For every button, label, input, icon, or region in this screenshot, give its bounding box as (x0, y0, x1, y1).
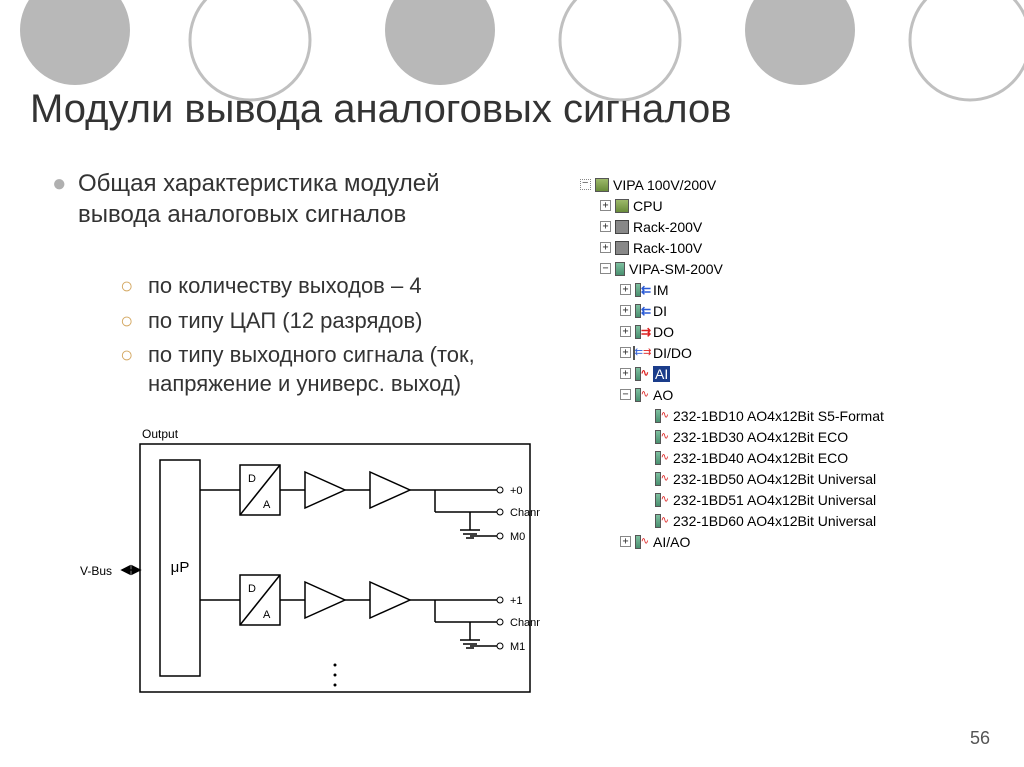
tree-item-label: Rack-200V (633, 219, 702, 235)
tree-item[interactable]: + ⇇ DI (580, 300, 1000, 321)
tree-item[interactable]: + CPU (580, 195, 1000, 216)
tree-item-label: 232-1BD60 AO4x12Bit Universal (673, 513, 876, 529)
svg-text:+0: +0 (510, 485, 523, 497)
tree-item-label: VIPA 100V/200V (613, 177, 716, 193)
tree-item-label: DO (653, 324, 674, 340)
chip-icon (595, 178, 609, 192)
svg-text:V-Bus: V-Bus (80, 564, 112, 578)
expand-icon[interactable]: + (620, 368, 631, 379)
tree-item-label: 232-1BD51 AO4x12Bit Universal (673, 492, 876, 508)
tree-item[interactable]: + Rack-200V (580, 216, 1000, 237)
tree-item[interactable]: + ⇉ DO (580, 321, 1000, 342)
module-icon (615, 262, 625, 276)
collapse-icon[interactable]: − (600, 263, 611, 274)
chip-icon (615, 199, 629, 213)
svg-text:Channel 1: Channel 1 (510, 617, 540, 629)
ao-icon: ∿ (655, 409, 669, 423)
tree-item[interactable]: ∿ 232-1BD50 AO4x12Bit Universal (580, 468, 1000, 489)
tree-item-label: Rack-100V (633, 240, 702, 256)
tree-item[interactable]: + Rack-100V (580, 237, 1000, 258)
collapse-icon[interactable] (580, 179, 591, 190)
tree-item-label: CPU (633, 198, 663, 214)
ao-icon: ∿ (655, 451, 669, 465)
svg-text:A: A (263, 609, 271, 621)
tree-item[interactable]: ∿ 232-1BD40 AO4x12Bit ECO (580, 447, 1000, 468)
tree-item[interactable]: VIPA 100V/200V (580, 174, 1000, 195)
do-icon: ⇉ (635, 325, 649, 339)
expand-icon[interactable]: + (620, 305, 631, 316)
tree-item-label: AI/AO (653, 534, 690, 550)
svg-text:A: A (263, 499, 271, 511)
tree-item-label: 232-1BD10 AO4x12Bit S5-Format (673, 408, 884, 424)
collapse-icon[interactable]: − (620, 389, 631, 400)
page-number: 56 (970, 728, 990, 749)
tree-item[interactable]: + ⇇ IM (580, 279, 1000, 300)
tree-item-label: DI/DO (653, 345, 692, 361)
svg-text:μP: μP (171, 559, 190, 576)
rack-icon (615, 220, 629, 234)
tree-item-label: 232-1BD30 AO4x12Bit ECO (673, 429, 848, 445)
expand-icon[interactable]: + (620, 326, 631, 337)
expand-icon[interactable]: + (620, 536, 631, 547)
ao-icon: ∿ (635, 388, 649, 402)
dido-icon: ⇇⇉ (635, 346, 649, 360)
tree-item[interactable]: ∿ 232-1BD10 AO4x12Bit S5-Format (580, 405, 1000, 426)
ao-icon: ∿ (635, 535, 649, 549)
tree-item-label: 232-1BD50 AO4x12Bit Universal (673, 471, 876, 487)
tree-item[interactable]: + ∿ AI (580, 363, 1000, 384)
svg-text:+1: +1 (510, 595, 523, 607)
tree-item[interactable]: ∿ 232-1BD60 AO4x12Bit Universal (580, 510, 1000, 531)
tree-item[interactable]: ∿ 232-1BD30 AO4x12Bit ECO (580, 426, 1000, 447)
tree-item-label: 232-1BD40 AO4x12Bit ECO (673, 450, 848, 466)
ao-icon: ∿ (655, 472, 669, 486)
ao-icon: ∿ (655, 514, 669, 528)
tree-item[interactable]: −∿ AO (580, 384, 1000, 405)
sub-bullet-list: по количеству выходов – 4 по типу ЦАП (1… (120, 272, 500, 404)
tree-item-label: AI (653, 366, 670, 382)
sub-item: по типу ЦАП (12 разрядов) (120, 307, 500, 336)
rack-icon (615, 241, 629, 255)
tree-item-label: AO (653, 387, 673, 403)
svg-text:M1: M1 (510, 641, 525, 653)
tree-item[interactable]: + ∿ AI/AO (580, 531, 1000, 552)
expand-icon[interactable]: + (620, 284, 631, 295)
ao-icon: ∿ (655, 430, 669, 444)
sub-item: по типу выходного сигнала (ток, напряжен… (120, 341, 500, 398)
di-icon: ⇇ (635, 304, 649, 318)
svg-text:D: D (248, 473, 256, 485)
tree-item[interactable]: ∿ 232-1BD51 AO4x12Bit Universal (580, 489, 1000, 510)
main-bullet: Общая характеристика модулей вывода анал… (78, 168, 498, 230)
module-tree[interactable]: VIPA 100V/200V+CPU+Rack-200V+Rack-100V−V… (580, 174, 1000, 552)
svg-text:Output: Output (142, 427, 179, 441)
svg-text:M0: M0 (510, 531, 525, 543)
svg-text:Channel 0: Channel 0 (510, 507, 540, 519)
expand-icon[interactable]: + (600, 242, 611, 253)
tree-item-label: VIPA-SM-200V (629, 261, 723, 277)
tree-item[interactable]: + ⇇⇉ DI/DO (580, 342, 1000, 363)
expand-icon[interactable]: + (600, 221, 611, 232)
ao-icon: ∿ (655, 493, 669, 507)
slide-title: Модули вывода аналоговых сигналов (30, 87, 732, 132)
ai-icon: ∿ (635, 367, 649, 381)
sub-item: по количеству выходов – 4 (120, 272, 500, 301)
tree-item-label: IM (653, 282, 669, 298)
block-diagram: Output V-Bus μP D A +0 Channel 0 M0 D A +1 Channel … (80, 420, 540, 720)
expand-icon[interactable]: + (620, 347, 631, 358)
expand-icon[interactable]: + (600, 200, 611, 211)
tree-item[interactable]: − VIPA-SM-200V (580, 258, 1000, 279)
tree-item-label: DI (653, 303, 667, 319)
svg-text:D: D (248, 583, 256, 595)
di-icon: ⇇ (635, 283, 649, 297)
